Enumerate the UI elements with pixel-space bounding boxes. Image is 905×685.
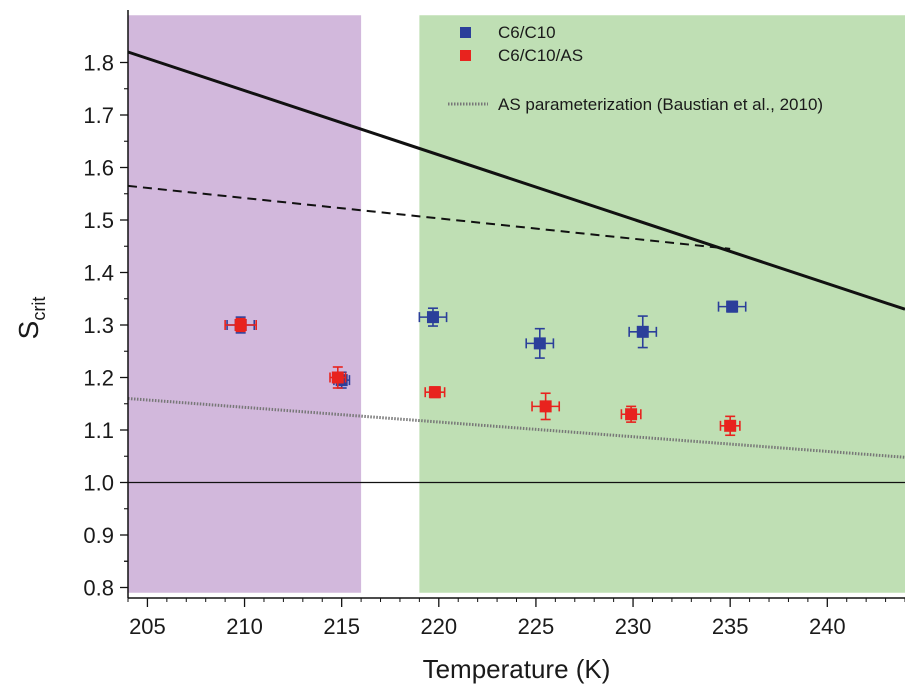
- point-c6-c10-3: [418, 307, 448, 327]
- x-tick-label: 205: [129, 614, 166, 639]
- y-axis-title-sub: crit: [29, 297, 49, 321]
- y-tick-label: 1.6: [83, 156, 114, 181]
- legend-label-1: C6/C10: [498, 23, 556, 42]
- x-tick-label: 210: [226, 614, 263, 639]
- marker-square: [331, 371, 344, 384]
- y-tick-label: 1.4: [83, 261, 114, 286]
- marker-square: [636, 325, 649, 338]
- shaded-regions: [128, 15, 905, 593]
- line-dotted: [127, 397, 905, 459]
- y-tick-label: 1.5: [83, 208, 114, 233]
- x-axis-title: Temperature (K): [423, 654, 611, 684]
- point-c6-c10-as-2: [329, 366, 347, 389]
- y-tick-label: 1.3: [83, 313, 114, 338]
- point-c6-c10-as-5: [620, 405, 642, 423]
- shaded-region-1: [128, 15, 362, 593]
- y-tick-label: 0.8: [83, 576, 114, 601]
- x-tick-label: 215: [323, 614, 360, 639]
- y-tick-label: 1.2: [83, 366, 114, 391]
- x-tick-label: 240: [809, 614, 846, 639]
- shaded-region-2: [419, 15, 905, 593]
- line-solid-thick: [127, 50, 905, 311]
- y-tick-label: 1.0: [83, 471, 114, 496]
- y-axis-title-main: S: [13, 321, 44, 340]
- marker-square: [428, 386, 441, 399]
- legend-label-2: C6/C10/AS: [498, 46, 583, 65]
- x-tick-label: 225: [518, 614, 555, 639]
- point-c6-c10-as-3: [424, 386, 446, 399]
- marker-square: [625, 408, 638, 421]
- y-axis-title: Scrit: [13, 297, 49, 340]
- legend-marker-2: [460, 50, 471, 61]
- marker-square: [724, 419, 737, 432]
- point-c6-c10-4: [525, 327, 555, 359]
- marker-square: [539, 400, 552, 413]
- y-tick-label: 0.9: [83, 523, 114, 548]
- marker-square: [533, 337, 546, 350]
- legend-marker-1: [460, 27, 471, 38]
- point-c6-c10-as-1: [224, 317, 258, 333]
- x-tick-label: 235: [712, 614, 749, 639]
- line-dashed: [127, 184, 731, 250]
- legend: C6/C10 C6/C10/AS AS parameterization (Baus…: [448, 23, 823, 114]
- x-tick-label: 220: [420, 614, 457, 639]
- point-c6-c10-5: [628, 315, 658, 349]
- data-points: [224, 300, 747, 437]
- point-c6-c10-as-6: [719, 415, 741, 437]
- marker-square: [234, 319, 247, 331]
- legend-label-dotted: AS parameterization (Baustian et al., 20…: [498, 95, 823, 114]
- y-tick-label: 1.7: [83, 103, 114, 128]
- y-tick-label: 1.8: [83, 51, 114, 76]
- point-c6-c10-as-4: [531, 392, 561, 421]
- y-tick-label: 1.1: [83, 418, 114, 443]
- marker-square: [426, 311, 439, 324]
- point-c6-c10-6: [717, 300, 747, 313]
- model-lines: [127, 50, 905, 484]
- axes: 0.8 0.9 1.0 1.1 1.2 1.3 1.4 1.5 1.6 1.7 1.8 205 210 2…: [13, 10, 905, 684]
- x-tick-label: 230: [615, 614, 652, 639]
- marker-square: [726, 300, 739, 313]
